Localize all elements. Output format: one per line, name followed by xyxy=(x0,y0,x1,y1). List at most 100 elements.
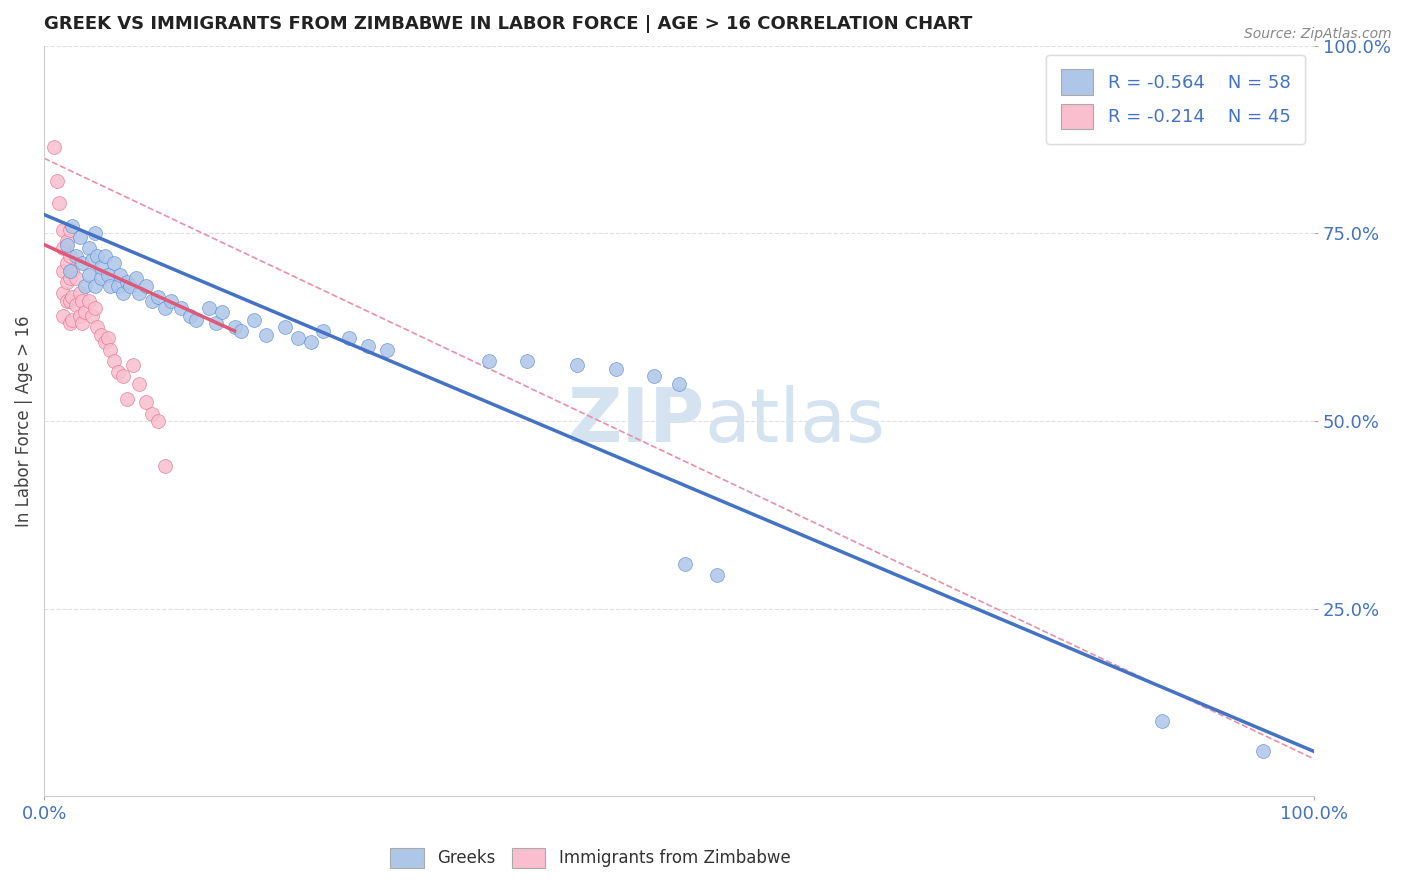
Point xyxy=(254,327,277,342)
Point xyxy=(52,222,75,236)
Point xyxy=(58,222,80,236)
Point xyxy=(58,271,80,285)
Point xyxy=(135,395,157,409)
Text: GREEK VS IMMIGRANTS FROM ZIMBABWE IN LABOR FORCE | AGE > 16 CORRELATION CHART: GREEK VS IMMIGRANTS FROM ZIMBABWE IN LAB… xyxy=(44,15,973,33)
Point xyxy=(58,293,80,308)
Point xyxy=(77,268,100,282)
Point xyxy=(115,392,138,406)
Point xyxy=(229,324,252,338)
Point xyxy=(148,414,170,428)
Point xyxy=(170,301,193,316)
Point xyxy=(56,237,79,252)
Point xyxy=(60,312,83,326)
Point xyxy=(160,293,183,308)
Point xyxy=(122,358,145,372)
Point xyxy=(103,256,125,270)
Point xyxy=(274,320,297,334)
Point xyxy=(90,260,112,274)
Point xyxy=(242,312,264,326)
Point xyxy=(312,324,335,338)
Point xyxy=(1251,744,1274,758)
Point xyxy=(60,219,83,233)
Point xyxy=(69,309,91,323)
Point xyxy=(58,249,80,263)
Point xyxy=(224,320,246,334)
Point xyxy=(477,354,499,368)
Point xyxy=(82,252,104,267)
Point xyxy=(204,317,226,331)
Point xyxy=(107,279,129,293)
Point xyxy=(98,279,121,293)
Point xyxy=(86,249,108,263)
Point xyxy=(111,369,134,384)
Point xyxy=(706,568,728,582)
Point xyxy=(58,317,80,331)
Point xyxy=(179,309,201,323)
Point xyxy=(103,354,125,368)
Point xyxy=(56,256,79,270)
Point xyxy=(567,358,589,372)
Point xyxy=(60,264,83,278)
Point xyxy=(668,376,690,391)
Point xyxy=(94,335,117,350)
Point xyxy=(86,320,108,334)
Point xyxy=(357,339,380,353)
Point xyxy=(110,268,132,282)
Y-axis label: In Labor Force | Age > 16: In Labor Force | Age > 16 xyxy=(15,315,32,527)
Point xyxy=(90,271,112,285)
Point xyxy=(107,365,129,379)
Point xyxy=(44,140,66,154)
Point xyxy=(70,317,93,331)
Point xyxy=(56,234,79,248)
Point xyxy=(124,271,146,285)
Legend: Greeks, Immigrants from Zimbabwe: Greeks, Immigrants from Zimbabwe xyxy=(384,841,797,875)
Point xyxy=(337,331,360,345)
Point xyxy=(141,407,163,421)
Legend: R = -0.564    N = 58, R = -0.214    N = 45: R = -0.564 N = 58, R = -0.214 N = 45 xyxy=(1046,54,1305,144)
Point xyxy=(56,293,79,308)
Point xyxy=(65,249,87,263)
Point xyxy=(673,557,696,571)
Point xyxy=(69,286,91,301)
Point xyxy=(375,343,398,357)
Point xyxy=(97,268,120,282)
Point xyxy=(643,369,665,384)
Point xyxy=(153,301,176,316)
Point xyxy=(120,279,142,293)
Point xyxy=(65,271,87,285)
Point xyxy=(77,241,100,255)
Point xyxy=(84,279,107,293)
Point xyxy=(211,305,233,319)
Point xyxy=(77,293,100,308)
Point xyxy=(128,376,150,391)
Point xyxy=(60,290,83,304)
Point xyxy=(45,174,67,188)
Point xyxy=(198,301,221,316)
Point xyxy=(84,301,107,316)
Point xyxy=(148,290,170,304)
Point xyxy=(65,298,87,312)
Point xyxy=(70,256,93,270)
Point xyxy=(186,312,208,326)
Point xyxy=(58,264,80,278)
Point xyxy=(141,293,163,308)
Point xyxy=(52,264,75,278)
Point xyxy=(135,279,157,293)
Point xyxy=(94,249,117,263)
Text: atlas: atlas xyxy=(704,384,886,458)
Point xyxy=(52,241,75,255)
Point xyxy=(82,309,104,323)
Point xyxy=(299,335,322,350)
Point xyxy=(516,354,538,368)
Text: Source: ZipAtlas.com: Source: ZipAtlas.com xyxy=(1244,27,1392,41)
Point xyxy=(1150,714,1173,729)
Point xyxy=(52,309,75,323)
Point xyxy=(69,230,91,244)
Point xyxy=(111,286,134,301)
Point xyxy=(97,331,120,345)
Point xyxy=(73,279,96,293)
Point xyxy=(70,293,93,308)
Point xyxy=(84,227,107,241)
Point xyxy=(48,196,70,211)
Point xyxy=(605,361,627,376)
